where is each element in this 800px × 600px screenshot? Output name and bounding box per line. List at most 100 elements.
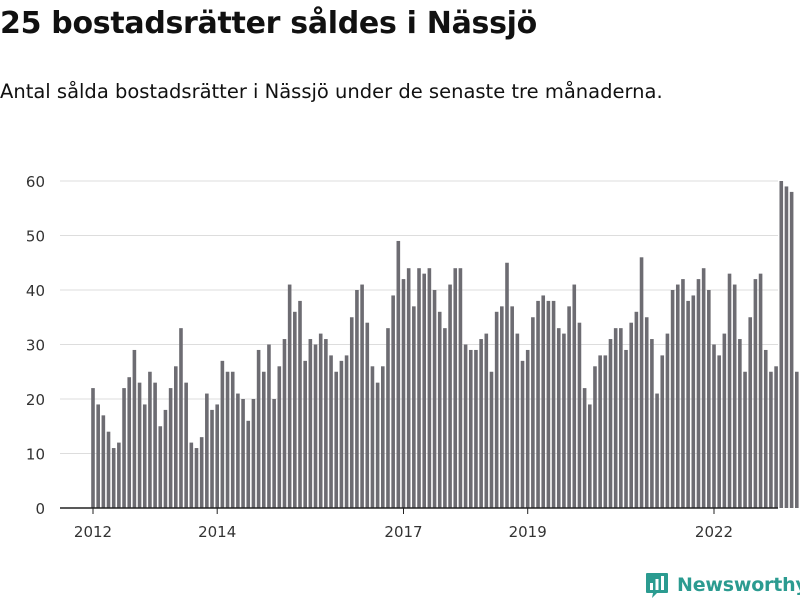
bar bbox=[127, 377, 132, 508]
bar bbox=[220, 360, 225, 508]
bar bbox=[505, 262, 509, 508]
bar bbox=[293, 311, 297, 508]
bar bbox=[355, 290, 359, 508]
bar bbox=[738, 339, 742, 508]
page-title: 25 bostadsrätter såldes i Nässjö bbox=[0, 6, 537, 41]
bar bbox=[282, 339, 287, 508]
bar bbox=[619, 328, 623, 508]
bar bbox=[339, 360, 344, 508]
brand-name: Newsworthy bbox=[677, 574, 800, 596]
bar bbox=[474, 349, 478, 508]
bar bbox=[784, 186, 789, 508]
bar bbox=[660, 355, 665, 508]
newsworthy-brand: Newsworthy bbox=[645, 570, 800, 600]
bar bbox=[427, 268, 432, 508]
bar bbox=[500, 306, 504, 508]
bar bbox=[515, 333, 520, 508]
bar bbox=[624, 349, 628, 508]
x-tick-label: 2017 bbox=[384, 523, 422, 541]
bar bbox=[381, 366, 385, 508]
bar bbox=[101, 415, 106, 508]
bar bbox=[437, 311, 442, 508]
bar bbox=[246, 420, 251, 508]
bar bbox=[562, 333, 566, 508]
bar bbox=[225, 371, 230, 508]
bar bbox=[484, 333, 489, 508]
bar bbox=[722, 333, 727, 508]
bar bbox=[696, 279, 701, 508]
bar bbox=[763, 349, 768, 508]
bar bbox=[520, 360, 525, 508]
bar bbox=[111, 448, 116, 508]
bar bbox=[417, 268, 421, 508]
bar bbox=[179, 328, 183, 508]
bar bbox=[298, 300, 302, 508]
bar bbox=[236, 393, 240, 508]
bar bbox=[401, 279, 406, 508]
bar bbox=[189, 442, 194, 508]
bar bbox=[318, 333, 323, 508]
bar bbox=[194, 448, 199, 508]
bar bbox=[334, 371, 339, 508]
bar bbox=[531, 317, 535, 508]
bar bbox=[168, 388, 173, 508]
bar bbox=[184, 382, 188, 508]
bar bbox=[360, 284, 364, 508]
bar bbox=[396, 240, 401, 508]
bar bbox=[287, 284, 292, 508]
bar bbox=[753, 279, 758, 508]
bar bbox=[251, 399, 256, 508]
bar bbox=[510, 306, 514, 508]
bar bbox=[603, 355, 608, 508]
bar bbox=[479, 339, 483, 508]
bar bbox=[727, 273, 732, 508]
x-axis: 201220142017201920222024 bbox=[74, 508, 733, 541]
bar bbox=[582, 388, 587, 508]
bar bbox=[386, 328, 390, 508]
bar bbox=[572, 284, 577, 508]
x-tick-label: 2012 bbox=[74, 523, 112, 541]
bar bbox=[349, 317, 354, 508]
bar bbox=[665, 333, 670, 508]
bar bbox=[598, 355, 602, 508]
bar bbox=[117, 442, 121, 508]
bar bbox=[443, 328, 447, 508]
bar bbox=[324, 339, 328, 508]
bar bbox=[588, 404, 592, 508]
bar bbox=[148, 371, 152, 508]
newsworthy-logo-icon bbox=[646, 572, 668, 598]
bar bbox=[432, 290, 437, 508]
y-tick-label: 10 bbox=[26, 446, 45, 464]
bar bbox=[391, 295, 395, 508]
y-tick-label: 40 bbox=[26, 282, 45, 300]
bar bbox=[256, 349, 261, 508]
bar bbox=[608, 339, 613, 508]
bar bbox=[137, 382, 142, 508]
bar bbox=[91, 388, 95, 508]
bar bbox=[468, 349, 473, 508]
y-tick-label: 20 bbox=[26, 391, 45, 409]
bar bbox=[644, 317, 649, 508]
bar bbox=[422, 273, 426, 508]
bar bbox=[463, 344, 468, 508]
bar bbox=[639, 257, 644, 508]
bar bbox=[174, 366, 178, 508]
bar bbox=[106, 431, 111, 508]
bar bbox=[205, 393, 209, 508]
bar bbox=[370, 366, 375, 508]
bar bbox=[650, 339, 654, 508]
bar bbox=[277, 366, 282, 508]
bar bbox=[712, 344, 716, 508]
bar bbox=[779, 181, 784, 508]
bar bbox=[344, 355, 349, 508]
bar bbox=[774, 366, 778, 508]
bar bbox=[153, 382, 157, 508]
bar bbox=[707, 290, 711, 508]
bar bbox=[241, 399, 245, 508]
bar bbox=[199, 437, 204, 508]
bar bbox=[494, 311, 499, 508]
bar bbox=[163, 409, 168, 508]
bar bbox=[272, 399, 276, 508]
bar bbox=[795, 371, 799, 508]
